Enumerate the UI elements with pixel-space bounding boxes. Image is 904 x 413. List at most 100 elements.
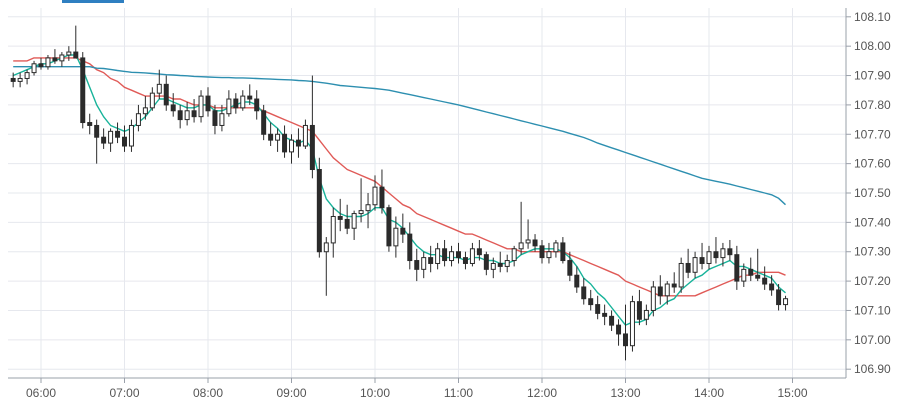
series-line-3: [13, 65, 786, 206]
candle-body-down: [567, 260, 573, 276]
x-tick-label: 06:00: [26, 386, 56, 400]
grid: [8, 8, 846, 378]
y-tick-label: 107.50: [854, 186, 891, 200]
candle: [261, 104, 267, 141]
candle-body-up: [45, 57, 51, 68]
candle-body-down: [295, 139, 301, 147]
candle-body-down: [115, 130, 121, 138]
candle: [135, 104, 141, 132]
candle: [80, 52, 86, 129]
candle: [664, 281, 670, 305]
candle-body-up: [706, 251, 712, 264]
candle: [295, 128, 301, 158]
candle: [769, 275, 775, 296]
candle: [623, 304, 628, 361]
candle: [66, 46, 72, 61]
candle-body-down: [734, 254, 740, 282]
candle: [170, 93, 176, 117]
candle-body-up: [24, 72, 30, 79]
candle-body-up: [302, 124, 308, 147]
candle: [609, 310, 615, 332]
x-tick-label: 08:00: [193, 386, 223, 400]
candle: [713, 237, 719, 264]
candle: [31, 60, 37, 76]
candle: [748, 257, 754, 282]
candle-body-up: [490, 262, 496, 270]
candle: [302, 119, 308, 149]
candle: [400, 213, 406, 243]
candle-body-down: [212, 110, 218, 126]
candle-body-up: [128, 124, 134, 147]
candle-body-down: [616, 324, 622, 335]
candle: [247, 84, 253, 105]
candle-body-up: [351, 213, 357, 229]
candle-body-down: [483, 254, 489, 270]
candle-body-up: [289, 139, 294, 153]
candle-body-up: [643, 309, 649, 320]
candle-body-up: [546, 251, 552, 259]
candle-body-up: [135, 113, 141, 126]
candle-body-up: [449, 251, 455, 262]
candle-body-down: [268, 133, 274, 141]
active-tab-indicator[interactable]: [62, 0, 124, 3]
candle-body-down: [38, 63, 44, 68]
candle-body-up: [664, 283, 670, 297]
candle: [456, 242, 461, 264]
candle-body-down: [442, 248, 448, 262]
candle: [657, 275, 663, 305]
candle-body-down: [247, 95, 253, 100]
candle: [462, 251, 468, 270]
x-tick-label: 15:00: [777, 386, 807, 400]
candle: [330, 207, 336, 258]
candle-body-down: [122, 136, 127, 147]
candle: [567, 251, 573, 282]
candle: [776, 284, 782, 311]
candle-body-down: [588, 298, 594, 306]
candle-body-up: [629, 301, 635, 347]
candle: [52, 49, 58, 64]
candle-body-down: [344, 218, 350, 229]
candle-body-down: [254, 98, 260, 112]
candle: [643, 304, 649, 326]
candle: [73, 25, 79, 59]
candle: [386, 204, 392, 252]
candle: [337, 198, 343, 232]
candle: [254, 90, 260, 120]
candle-body-down: [560, 242, 566, 262]
candle-body-down: [532, 239, 538, 247]
candle: [449, 245, 455, 267]
candle: [282, 125, 288, 158]
candle-body-down: [428, 257, 434, 264]
candle-body-up: [504, 260, 510, 267]
candle-body-up: [198, 95, 204, 118]
x-tick-label: 09:00: [276, 386, 306, 400]
y-tick-label: 107.60: [854, 157, 891, 171]
candle-body-down: [713, 251, 719, 259]
candle: [483, 251, 489, 276]
x-tick-label: 10:00: [360, 386, 390, 400]
candle: [650, 281, 656, 317]
moving-average-lines: [12, 54, 786, 326]
y-tick-label: 108.00: [854, 39, 891, 53]
candle-body-down: [497, 262, 503, 267]
candle: [699, 242, 705, 270]
candle-body-down: [769, 283, 775, 291]
x-tick-label: 13:00: [610, 386, 640, 400]
y-tick-label: 107.20: [854, 274, 891, 288]
candle-body-down: [748, 268, 754, 276]
candle-body-down: [685, 262, 691, 273]
candle-body-down: [776, 289, 782, 306]
candle: [142, 96, 148, 120]
candle: [685, 248, 691, 279]
candle-body-up: [184, 110, 190, 121]
candle: [45, 54, 51, 70]
candle-body-down: [386, 207, 392, 247]
candle: [372, 175, 378, 211]
candle: [442, 239, 448, 267]
candle-body-down: [727, 248, 733, 256]
candle: [671, 272, 677, 293]
candle-body-down: [170, 104, 176, 112]
candle: [518, 201, 524, 255]
candle: [532, 234, 538, 252]
